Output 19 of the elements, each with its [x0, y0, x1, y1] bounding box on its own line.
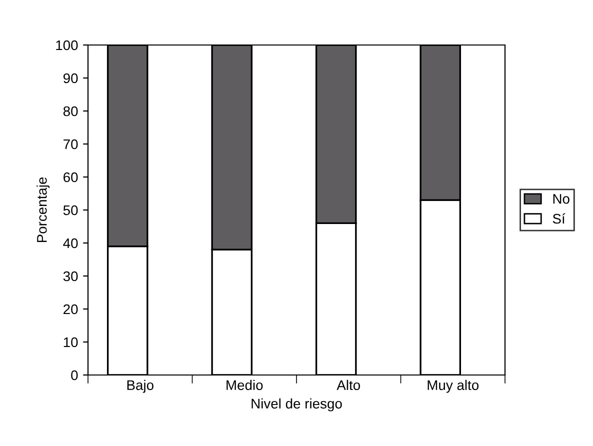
y-tick-label: 70 — [64, 139, 78, 150]
legend-label: No — [553, 194, 570, 204]
y-tick-label: 0 — [71, 370, 78, 380]
y-tick-label: 20 — [64, 304, 78, 314]
y-tick-label: 100 — [56, 40, 78, 50]
y-tick-label: 40 — [63, 238, 78, 248]
x-axis-title: Nivel de riesgo — [252, 398, 342, 412]
y-axis-title: Porcentaje — [36, 177, 50, 242]
y-tick-label: 80 — [63, 106, 78, 116]
y-tick-label: 50 — [63, 205, 78, 216]
y-tick-label: 10 — [64, 337, 78, 348]
y-tick-label: 90 — [63, 73, 78, 84]
legend-label: Sí — [552, 213, 566, 224]
x-tick-label: Medio — [226, 380, 263, 390]
y-tick-label: 30 — [63, 271, 78, 282]
y-tick-label: 60 — [64, 172, 78, 182]
x-tick-label: Muy alto — [428, 380, 479, 393]
x-tick-label: Bajo — [127, 380, 154, 393]
x-tick-label: Alto — [336, 380, 360, 390]
